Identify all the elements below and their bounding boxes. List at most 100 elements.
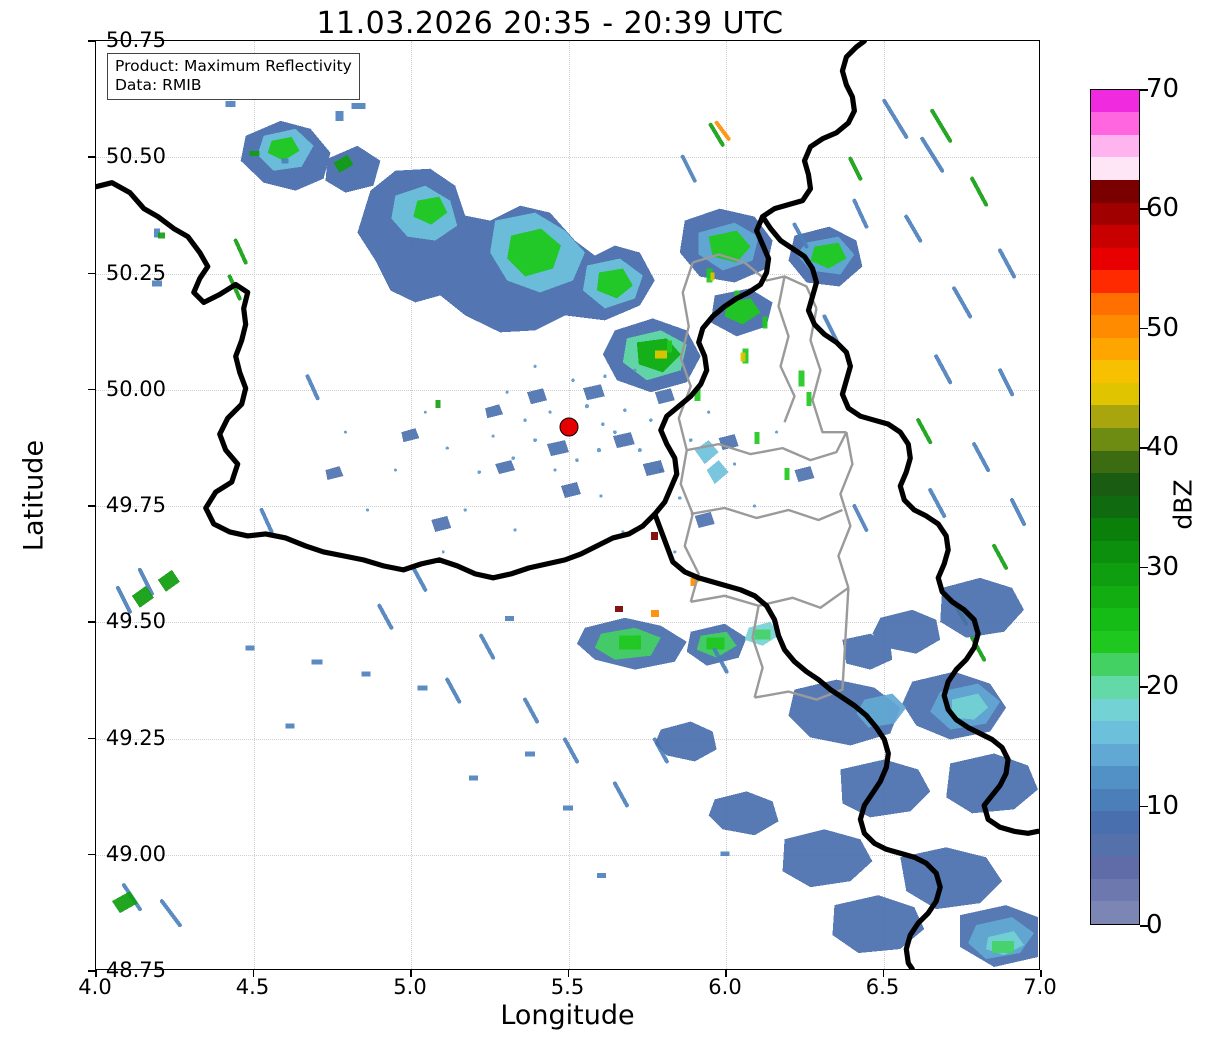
xtick-label: 6.5 [865,975,900,999]
colorbar-tick-mark [1140,447,1148,449]
colorbar-segment [1091,540,1139,564]
xtick-label: 5.5 [550,975,585,999]
ytick-mark [88,388,95,391]
colorbar-segment [1091,675,1139,699]
gridline-h [96,622,1039,624]
colorbar-segment [1091,833,1139,857]
colorbar-segment [1091,157,1139,180]
colorbar-tick-mark [1140,327,1148,330]
x-axis-label: Longitude [500,1000,635,1031]
colorbar-segment [1091,225,1139,248]
colorbar-segment [1091,630,1139,654]
colorbar-segment [1091,270,1139,293]
ytick-label: 50.50 [105,144,166,169]
colorbar-segment [1091,878,1139,902]
colorbar-segment [1091,427,1139,451]
colorbar-segment [1091,721,1139,744]
colorbar-segment [1091,495,1139,519]
info-data-line: Data: RMIB [115,75,202,94]
map-overlay [96,41,1039,969]
colorbar-tick-mark [1140,566,1148,569]
radar-site-marker[interactable] [559,417,578,437]
colorbar-segment [1091,382,1139,406]
ytick-label: 49.75 [105,493,166,517]
gridline-v [726,41,727,969]
xtick-label: 4.0 [78,975,112,999]
ytick-label: 49.50 [105,609,166,634]
colorbar-tick-mark [1140,686,1148,688]
gridline-v [883,41,885,969]
xtick-mark [882,970,885,977]
xtick-mark [1040,970,1042,977]
ytick-label: 49.25 [105,725,166,750]
info-product-line: Product: Maximum Reflectivity [115,57,352,75]
ytick-label: 50.75 [105,28,166,52]
gridline-h [96,738,1039,740]
ytick-label: 48.75 [105,958,166,982]
colorbar-segment [1091,698,1139,722]
xtick-mark [725,970,727,977]
colorbar-segment [1091,856,1139,879]
xtick-mark [567,970,570,977]
xtick-label: 4.5 [235,975,270,999]
colorbar-segment [1091,134,1139,158]
xtick-mark [252,970,255,977]
ytick-mark [88,621,95,623]
ytick-label: 49.00 [105,841,166,866]
info-box: Product: Maximum Reflectivity Data: RMIB [107,53,360,100]
colorbar-segment [1091,202,1139,226]
colorbar-segment [1091,315,1139,338]
colorbar-segment [1091,585,1139,609]
colorbar-segment [1091,90,1139,113]
colorbar-tick-mark [1140,208,1148,210]
colorbar-segment [1091,653,1139,676]
colorbar-tick-label: 20 [1146,671,1180,702]
gridline-v [411,41,412,969]
ytick-label: 50.25 [105,260,166,285]
xtick-label: 5.0 [393,975,427,999]
colorbar-segment [1091,901,1139,924]
colorbar-segment [1091,179,1139,203]
ytick-mark [88,156,95,158]
colorbar-segment [1091,360,1139,383]
ytick-label: 50.00 [105,376,166,401]
colorbar-segment [1091,405,1139,428]
gridline-v [253,41,255,969]
ytick-mark [88,505,95,507]
colorbar-segment [1091,608,1139,631]
page-title: 11.03.2026 20:35 - 20:39 UTC [316,6,784,41]
xtick-label: 7.0 [1023,975,1057,999]
colorbar-segment [1091,766,1139,789]
colorbar-segment [1091,450,1139,474]
colorbar-label: dBZ [1168,479,1198,530]
gridline-h [96,157,1039,159]
ytick-mark [88,737,95,740]
colorbar-segment [1091,112,1139,135]
colorbar-tick-mark [1140,925,1148,927]
colorbar-tick-label: 10 [1146,790,1180,821]
colorbar-segment [1091,473,1139,496]
colorbar-segment [1091,247,1139,271]
colorbar-segment [1091,563,1139,586]
gridline-h [96,389,1039,391]
colorbar-segment [1091,337,1139,361]
xtick-mark [95,970,97,977]
colorbar-tick-mark [1140,805,1148,808]
gridline-h [96,506,1039,507]
colorbar-segment [1091,518,1139,541]
gridline-h [96,854,1039,856]
colorbar-tick-label: 30 [1146,551,1180,582]
colorbar-tick-label: 40 [1146,432,1180,463]
xtick-mark [410,970,412,977]
colorbar-tick-label: 70 [1146,74,1180,104]
colorbar-tick-label: 50 [1146,312,1180,343]
colorbar-segment [1091,811,1139,834]
gridline-v [568,41,570,969]
ytick-mark [88,853,95,856]
plot-area[interactable]: Product: Maximum Reflectivity Data: RMIB [95,40,1040,970]
colorbar-segment [1091,788,1139,812]
colorbar[interactable] [1090,89,1140,925]
colorbar-tick-label: 60 [1146,193,1180,224]
colorbar-tick-mark [1140,89,1148,91]
